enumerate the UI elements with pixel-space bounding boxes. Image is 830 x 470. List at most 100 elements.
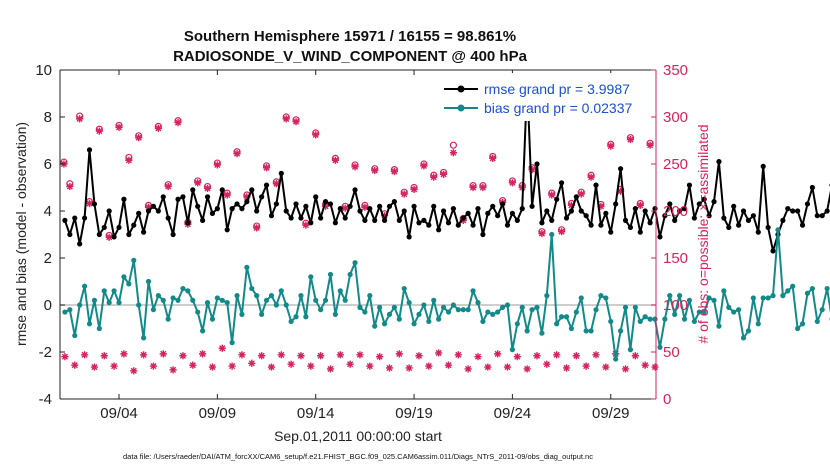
rmse-point	[657, 234, 663, 240]
bias-point	[760, 295, 766, 301]
rmse-point	[67, 231, 73, 238]
rmse-point	[460, 215, 466, 221]
x-tick-label: 09/24	[494, 405, 532, 422]
rmse-point	[200, 217, 206, 223]
obs-assimilated-marker	[149, 362, 158, 370]
y-axis-right-label: # of obs: o=possible; ×=assimilated	[695, 124, 711, 343]
rmse-point	[401, 208, 407, 214]
obs-assimilated-marker	[233, 150, 241, 158]
obs-assimilated-marker	[592, 351, 600, 359]
obs-assimilated-marker	[430, 173, 438, 181]
rmse-point	[770, 248, 776, 254]
bias-point	[121, 274, 127, 280]
rmse-point	[185, 220, 191, 226]
bias-point	[775, 227, 781, 233]
x-tick-label: 09/14	[297, 405, 335, 422]
rmse-point	[568, 208, 575, 214]
bias-point	[750, 295, 756, 301]
rmse-point	[809, 184, 815, 191]
rmse-point	[539, 220, 545, 226]
bias-point	[529, 307, 535, 313]
bias-point	[583, 328, 589, 334]
bias-point	[608, 318, 614, 325]
bias-point	[72, 332, 78, 339]
bias-point	[809, 285, 815, 292]
x-tick-label: 09/04	[100, 405, 138, 422]
rmse-point	[637, 229, 643, 235]
obs-assimilated-marker	[651, 363, 659, 371]
bias-point	[337, 288, 343, 294]
obs-assimilated-marker	[154, 124, 162, 132]
rmse-point	[465, 210, 471, 216]
bias-point	[145, 278, 152, 285]
bias-point	[785, 288, 791, 294]
obs-assimilated-marker	[356, 351, 364, 359]
bias-point	[332, 311, 338, 317]
bias-point	[588, 328, 594, 334]
rmse-point	[534, 161, 540, 167]
bias-point	[573, 309, 579, 315]
rmse-point	[332, 220, 338, 226]
rmse-point	[490, 203, 496, 209]
bias-point	[293, 314, 299, 320]
bias-point	[77, 302, 83, 308]
rmse-point	[145, 208, 152, 214]
rmse-point	[544, 208, 550, 214]
rmse-point	[224, 227, 230, 233]
obs-assimilated-marker	[139, 351, 148, 359]
obs-assimilated-marker	[292, 118, 300, 126]
rmse-point	[298, 215, 304, 221]
bias-point	[578, 295, 584, 301]
obs-assimilated-marker	[110, 362, 118, 370]
bias-point	[377, 304, 383, 310]
bias-point	[795, 325, 801, 332]
obs-assimilated-marker	[371, 166, 379, 175]
rmse-point	[780, 217, 786, 223]
rmse-point	[283, 208, 289, 214]
bias-point	[421, 302, 427, 308]
obs-assimilated-marker	[567, 201, 576, 209]
bias-point	[308, 274, 314, 280]
bias-point	[327, 271, 334, 278]
bias-point	[514, 321, 520, 327]
obs-assimilated-marker	[484, 363, 492, 371]
obs-assimilated-marker	[577, 190, 585, 198]
y-right-tick-label: 350	[663, 62, 688, 79]
bias-point	[691, 318, 697, 325]
obs-assimilated-marker	[125, 156, 133, 164]
bias-point	[603, 295, 609, 301]
obs-assimilated-marker	[321, 202, 330, 210]
obs-assimilated-marker	[346, 360, 354, 368]
rmse-point	[475, 206, 481, 212]
rmse-point	[195, 203, 201, 209]
bias-point	[770, 293, 776, 299]
bias-point	[86, 321, 93, 327]
rmse-point	[814, 213, 820, 219]
obs-assimilated-marker	[548, 191, 556, 199]
obs-assimilated-marker	[469, 183, 477, 192]
bias-point	[209, 316, 216, 322]
obs-assimilated-marker	[376, 353, 384, 361]
obs-assimilated-marker	[66, 182, 74, 191]
obs-assimilated-marker	[341, 204, 349, 212]
rmse-point	[155, 208, 161, 214]
rmse-point	[416, 220, 422, 226]
rmse-point	[337, 206, 343, 212]
rmse-point	[647, 220, 653, 226]
y-right-tick-label: 300	[663, 109, 688, 126]
rmse-point	[372, 217, 378, 223]
x-axis-label: Sep.01,2011 00:00:00 start	[274, 428, 442, 444]
y-right-tick-label: 50	[663, 344, 680, 361]
rmse-point	[485, 210, 491, 216]
bias-point	[367, 293, 373, 299]
y-right-tick-label: 150	[663, 250, 688, 267]
rmse-point	[632, 206, 638, 212]
obs-assimilated-marker	[90, 363, 99, 371]
bias-point	[62, 309, 68, 315]
bias-point	[549, 231, 555, 238]
bias-point	[465, 307, 471, 313]
obs-assimilated-marker	[282, 115, 290, 123]
bias-point	[617, 328, 624, 334]
obs-assimilated-marker	[543, 360, 551, 368]
obs-assimilated-marker	[385, 364, 394, 372]
